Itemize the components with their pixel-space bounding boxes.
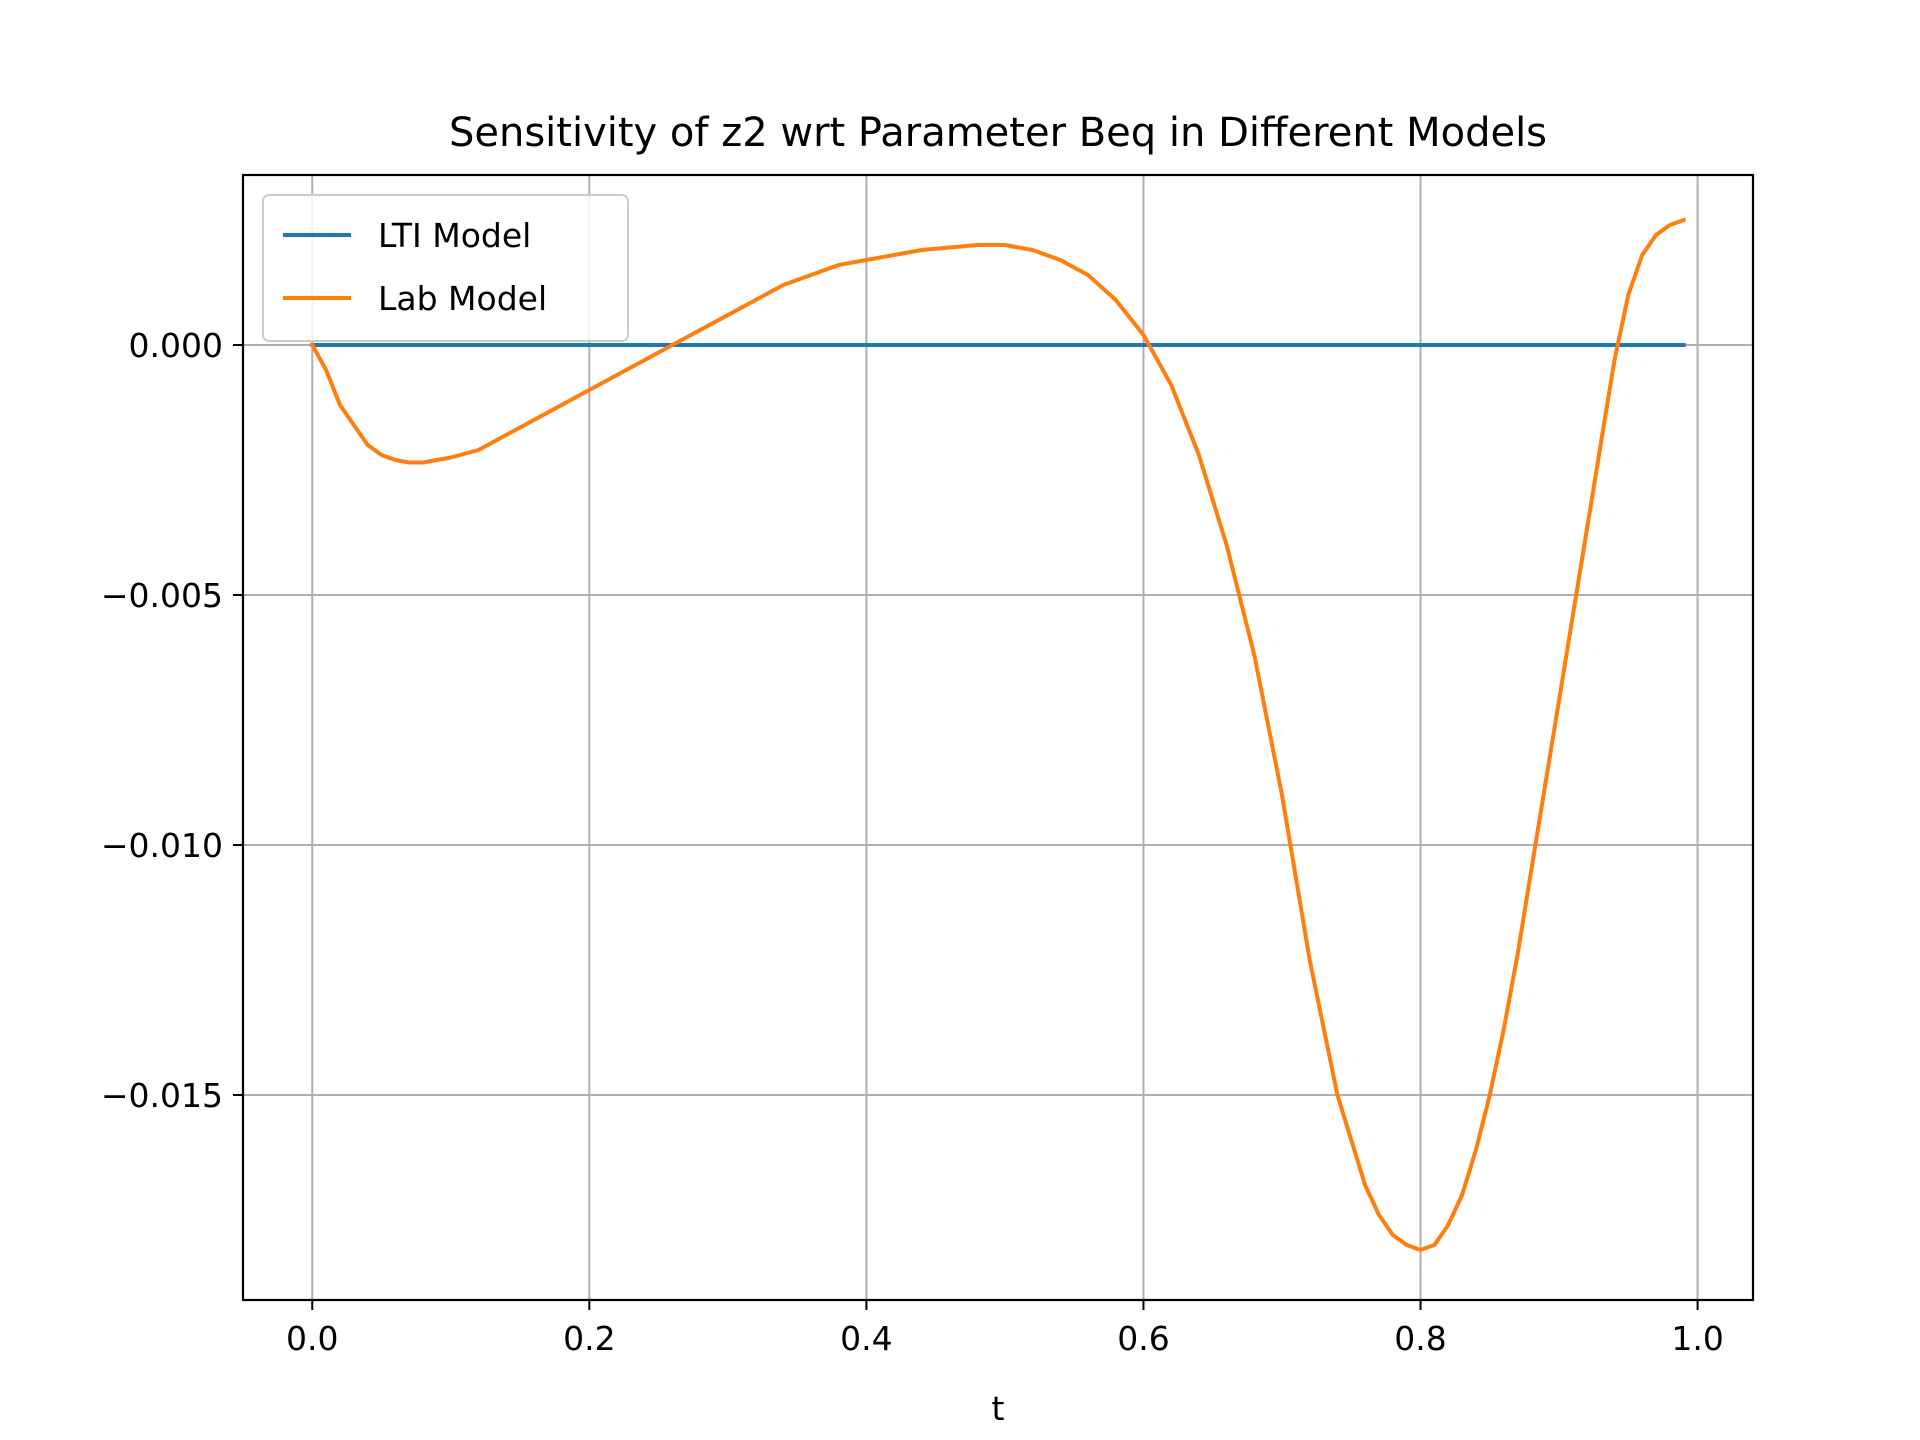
x-tick-label: 0.8 — [1394, 1319, 1446, 1358]
legend: LTI Model Lab Model — [262, 194, 629, 342]
y-tick-label: 0.000 — [129, 326, 223, 365]
series-lines — [309, 217, 1687, 1252]
x-tick-label: 1.0 — [1671, 1319, 1723, 1358]
y-tick-label: −0.005 — [101, 576, 223, 615]
plot-frame — [241, 173, 1755, 1302]
legend-label: LTI Model — [378, 216, 531, 255]
y-tick-label: −0.015 — [101, 1076, 223, 1115]
x-tick-label: 0.6 — [1117, 1319, 1169, 1358]
axis-ticks: 0.0 0.2 0.4 0.6 0.8 1.0 0.000 −0.005 −0.010 −0.01… — [101, 326, 1724, 1358]
chart-title: Sensitivity of z2 wrt Parameter Beq in D… — [449, 110, 1547, 156]
y-tick-label: −0.010 — [101, 826, 223, 865]
x-tick-label: 0.2 — [563, 1319, 615, 1358]
x-axis-label: t — [992, 1389, 1005, 1428]
legend-box — [262, 194, 629, 342]
x-tick-label: 0.4 — [840, 1319, 892, 1358]
series-line-lab-model — [309, 217, 1687, 1252]
x-tick-label: 0.0 — [286, 1319, 338, 1358]
legend-label: Lab Model — [378, 279, 547, 318]
